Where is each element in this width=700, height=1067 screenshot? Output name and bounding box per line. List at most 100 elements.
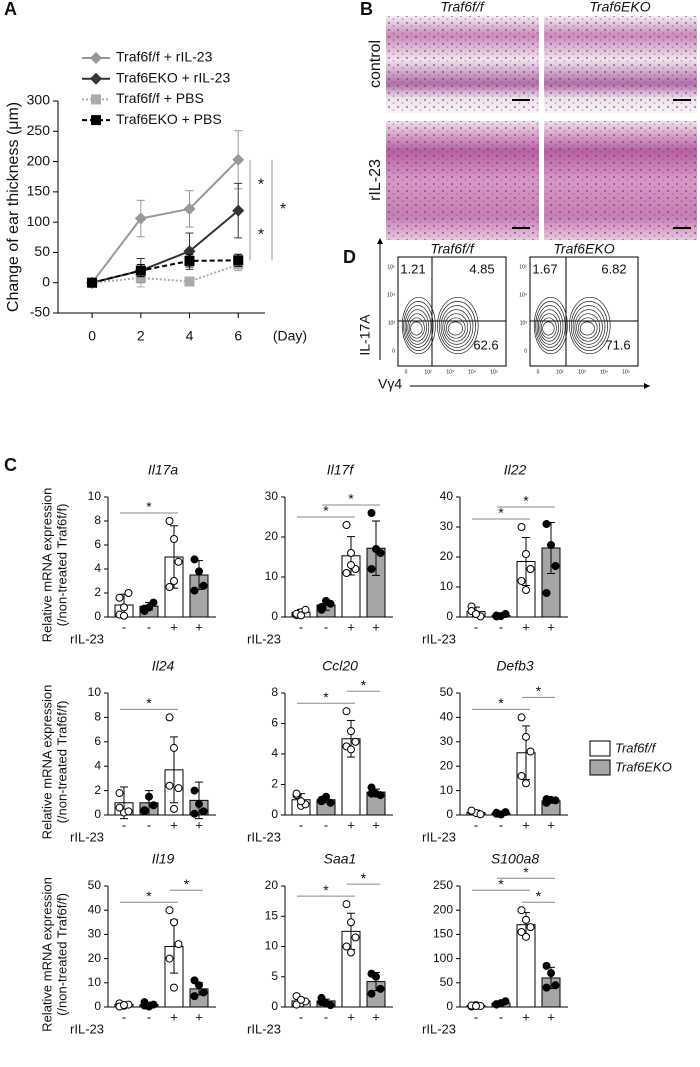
data-point bbox=[297, 611, 305, 620]
data-point bbox=[170, 983, 178, 992]
y-tick-label: 150 bbox=[27, 183, 51, 199]
data-point bbox=[501, 997, 510, 1006]
y-tick-label: 10 bbox=[88, 685, 102, 699]
contour bbox=[408, 317, 425, 339]
data-point bbox=[292, 789, 301, 798]
data-point bbox=[342, 707, 351, 716]
significance-label: * bbox=[361, 870, 367, 886]
data-point bbox=[551, 981, 560, 990]
legend-swatch bbox=[589, 740, 611, 757]
point bbox=[135, 265, 146, 276]
y-tick-label: 6 bbox=[271, 716, 278, 730]
significance-label: * bbox=[258, 227, 264, 244]
contour bbox=[406, 309, 430, 345]
data-point bbox=[347, 918, 355, 927]
x-axis-label: rIL-23 bbox=[422, 1021, 456, 1036]
y-tick-label: 40 bbox=[440, 710, 454, 724]
flow-x-arrow-head bbox=[644, 383, 650, 389]
significance-label: * bbox=[523, 493, 529, 509]
series-line bbox=[91, 209, 239, 284]
data-point bbox=[342, 900, 351, 909]
point bbox=[232, 204, 245, 217]
data-point bbox=[149, 598, 158, 607]
x-tick-label: + bbox=[195, 619, 203, 634]
data-point bbox=[297, 995, 305, 1004]
data-point bbox=[492, 1000, 501, 1009]
x-axis-label: rIL-23 bbox=[70, 829, 104, 844]
data-point bbox=[472, 610, 480, 618]
x-tick-label: - bbox=[147, 1009, 151, 1024]
data-point bbox=[467, 806, 476, 815]
histology-texture bbox=[544, 16, 697, 113]
panel-label: D bbox=[343, 247, 356, 267]
data-point bbox=[372, 972, 380, 981]
series-line bbox=[91, 259, 239, 284]
y-tick-label: 20 bbox=[88, 951, 102, 965]
y-tick-label: 0 bbox=[42, 273, 50, 289]
data-point bbox=[199, 988, 208, 997]
quadrant-value: 62.6 bbox=[473, 337, 498, 352]
contour bbox=[540, 317, 557, 339]
data-point bbox=[115, 803, 124, 812]
chart-title: Defb3 bbox=[496, 658, 534, 674]
x-tick-label: + bbox=[522, 619, 530, 634]
significance-label: * bbox=[323, 503, 329, 519]
contour bbox=[572, 305, 606, 348]
panel-label: A bbox=[4, 0, 17, 19]
y-tick-label: 4 bbox=[94, 561, 101, 575]
data-point bbox=[297, 797, 305, 806]
data-point bbox=[517, 906, 526, 915]
x-tick-label: - bbox=[147, 817, 151, 832]
x-tick-label: - bbox=[122, 1009, 126, 1024]
data-point bbox=[124, 807, 133, 816]
series-line bbox=[91, 159, 239, 284]
x-tick-label: - bbox=[324, 817, 328, 832]
chart-title: S100a8 bbox=[491, 851, 539, 867]
significance-label: * bbox=[146, 695, 152, 711]
y-axis-label: (/non-treated Traf6f/f) bbox=[54, 893, 69, 1016]
data-point bbox=[542, 520, 551, 528]
flow-y-arrow-head bbox=[377, 238, 383, 244]
x-tick-label: + bbox=[195, 1009, 203, 1024]
significance-label: * bbox=[184, 876, 190, 892]
data-point bbox=[170, 577, 178, 585]
x-tick-label: + bbox=[547, 1009, 555, 1024]
data-point bbox=[317, 605, 326, 614]
data-point bbox=[190, 555, 199, 564]
y-tick-label: 50 bbox=[440, 685, 454, 699]
x-axis-label: rIL-23 bbox=[70, 1021, 104, 1036]
y-tick-label: 8 bbox=[271, 685, 278, 699]
data-point bbox=[326, 1001, 335, 1010]
y-tick-label: 0 bbox=[94, 609, 101, 623]
data-point bbox=[174, 784, 183, 793]
contour bbox=[538, 309, 562, 345]
y-axis-label: (/non-treated Traf6f/f) bbox=[54, 504, 69, 627]
histology-texture bbox=[544, 121, 697, 240]
flow-tick-label: 10² bbox=[556, 369, 564, 375]
chart-title: Il17f bbox=[327, 462, 356, 478]
data-point bbox=[195, 800, 203, 809]
y-tick-label: 250 bbox=[433, 878, 453, 892]
data-point bbox=[522, 586, 530, 594]
data-point bbox=[115, 593, 124, 602]
significance-label: * bbox=[523, 864, 529, 880]
data-point bbox=[526, 747, 535, 756]
y-tick-label: 0 bbox=[271, 807, 278, 821]
data-point bbox=[472, 1002, 480, 1011]
significance-label: * bbox=[498, 505, 504, 521]
data-point bbox=[522, 732, 530, 741]
flow-tick-label: 10⁵ bbox=[519, 264, 527, 270]
y-tick-label: 30 bbox=[88, 927, 102, 941]
x-tick-label: - bbox=[324, 1009, 328, 1024]
y-tick-label: 300 bbox=[27, 92, 51, 108]
contour bbox=[447, 321, 463, 336]
histology: Traf6f/f Traf6EKO control rIL-23 bbox=[367, 0, 697, 240]
data-point bbox=[326, 599, 335, 608]
x-axis-label: rIL-23 bbox=[422, 829, 456, 844]
quadrant-value: 71.6 bbox=[605, 337, 630, 352]
x-tick-label: + bbox=[522, 1009, 530, 1024]
x-tick-label: - bbox=[499, 817, 503, 832]
row-label: control bbox=[367, 40, 384, 88]
y-tick-label: 0 bbox=[271, 999, 278, 1013]
